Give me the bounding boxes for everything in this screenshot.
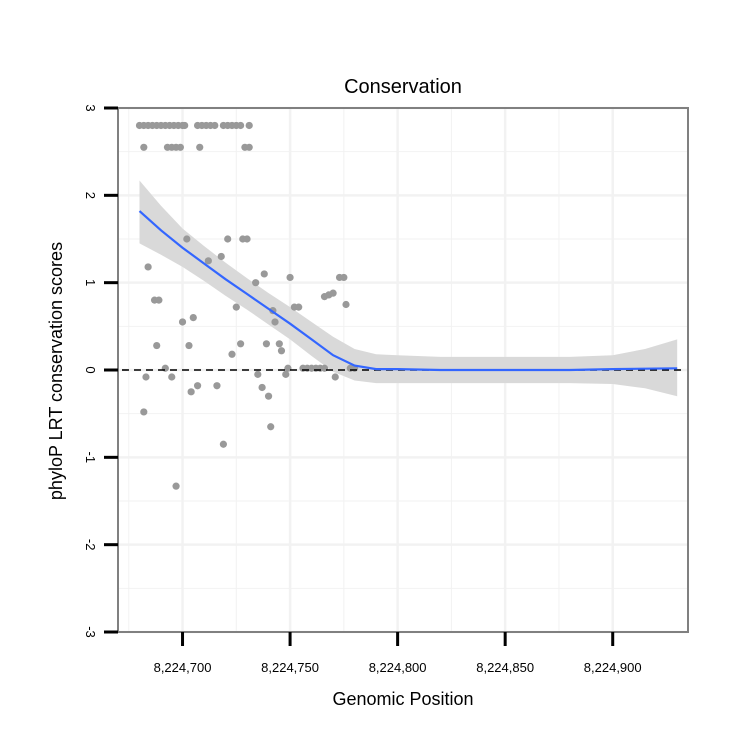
data-point: [185, 341, 193, 350]
data-point: [217, 252, 225, 261]
data-point: [224, 235, 232, 243]
confidence-band: [139, 180, 678, 397]
data-point: [140, 408, 148, 416]
data-point: [277, 347, 286, 355]
smooth-fit-line: [138, 210, 678, 372]
data-point: [228, 350, 236, 358]
data-point: [252, 279, 260, 287]
data-point: [168, 373, 176, 381]
data-point: [264, 392, 273, 400]
data-point: [284, 364, 292, 372]
data-point: [258, 383, 266, 392]
data-point: [219, 440, 227, 448]
data-point: [193, 382, 202, 390]
data-point: [144, 263, 152, 271]
data-point: [275, 340, 283, 348]
x-tick-label: 8,224,800: [369, 660, 427, 675]
data-point: [295, 303, 303, 311]
data-point: [286, 273, 294, 282]
data-point: [262, 340, 271, 348]
data-point: [204, 257, 212, 265]
data-point: [232, 303, 240, 311]
data-point: [140, 143, 148, 151]
data-point: [245, 121, 253, 130]
data-point: [187, 388, 195, 396]
data-point: [342, 300, 350, 309]
data-point: [271, 318, 279, 326]
x-tick-label: 8,224,900: [584, 660, 642, 675]
data-point: [178, 318, 187, 326]
data-point: [329, 289, 337, 297]
data-point: [254, 370, 262, 378]
y-tick-label: -3: [83, 626, 98, 638]
data-point: [181, 121, 189, 130]
y-tick-label: 1: [83, 279, 98, 286]
data-point: [172, 482, 180, 490]
plot-area: 8,224,700 8,224,750 8,224,800 8,224,850 8,22…: [83, 104, 689, 675]
data-point: [142, 373, 150, 381]
y-tick-label: 2: [83, 192, 98, 199]
data-point: [331, 373, 339, 381]
y-tick-label: 3: [83, 104, 98, 111]
y-tick-label: -2: [83, 539, 98, 551]
y-tick-label: -1: [83, 452, 98, 464]
data-point: [245, 143, 253, 151]
data-point: [260, 270, 268, 278]
data-point: [153, 341, 161, 350]
data-point: [213, 382, 221, 390]
data-point: [155, 296, 163, 304]
x-tick-label: 8,224,850: [476, 660, 534, 675]
data-point: [211, 121, 219, 130]
data-point: [183, 235, 191, 243]
chart-title: Conservation: [344, 76, 462, 98]
data-point: [189, 314, 197, 322]
data-point: [267, 423, 275, 431]
y-tick-label: 0: [83, 366, 98, 373]
data-point: [196, 143, 204, 151]
data-point: [243, 235, 251, 243]
data-point: [176, 143, 184, 151]
data-point: [340, 273, 348, 282]
x-tick-label: 8,224,700: [154, 660, 212, 675]
x-axis-label: Genomic Position: [332, 689, 473, 709]
y-axis-label: phyloP LRT conservation scores: [46, 242, 66, 500]
data-point: [282, 370, 290, 378]
data-point: [237, 121, 245, 130]
x-tick-label: 8,224,750: [261, 660, 319, 675]
data-point: [237, 340, 245, 348]
